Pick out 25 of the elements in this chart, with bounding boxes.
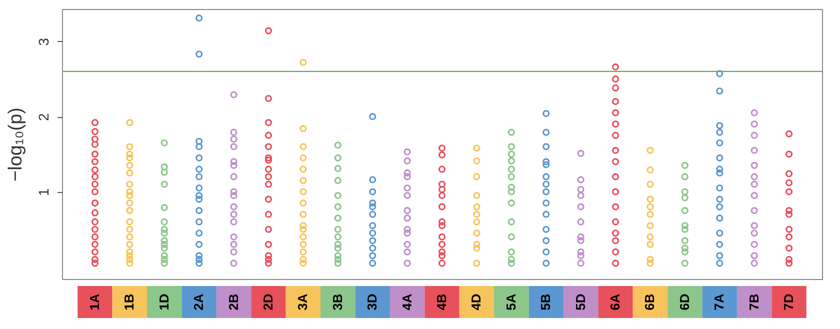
- x-tick-label: 7A: [712, 293, 727, 310]
- x-tick-label: 7B: [746, 294, 762, 310]
- y-tick-label: 1: [36, 188, 52, 196]
- x-tick-label: 7D: [781, 294, 796, 310]
- x-tick-label: 4D: [468, 294, 484, 310]
- x-tick-label: 1A: [86, 293, 102, 310]
- x-tick-label: 5B: [538, 294, 554, 310]
- x-tick-label: 1B: [122, 294, 137, 310]
- x-tick-label: 6D: [676, 294, 692, 310]
- x-tick-label: 5D: [572, 294, 588, 310]
- x-tick-label: 3B: [330, 294, 345, 310]
- y-tick-label: 3: [36, 38, 52, 46]
- x-tick-label: 4B: [434, 294, 449, 310]
- y-axis-title: −log₁₀(p): [6, 108, 26, 182]
- x-tick-label: 5A: [503, 293, 518, 310]
- x-tick-label: 6A: [608, 293, 623, 310]
- x-tick-label: 4A: [399, 293, 414, 310]
- x-tick-label: 2D: [260, 294, 276, 310]
- x-tick-label: 6B: [642, 294, 658, 310]
- y-tick-label: 2: [36, 112, 52, 121]
- x-tick-label: 2A: [191, 293, 206, 310]
- x-tick-label: 3D: [364, 294, 380, 310]
- x-tick-label: 3A: [295, 293, 310, 310]
- x-tick-label: 1D: [156, 294, 172, 310]
- x-tick-label: 2B: [226, 294, 241, 310]
